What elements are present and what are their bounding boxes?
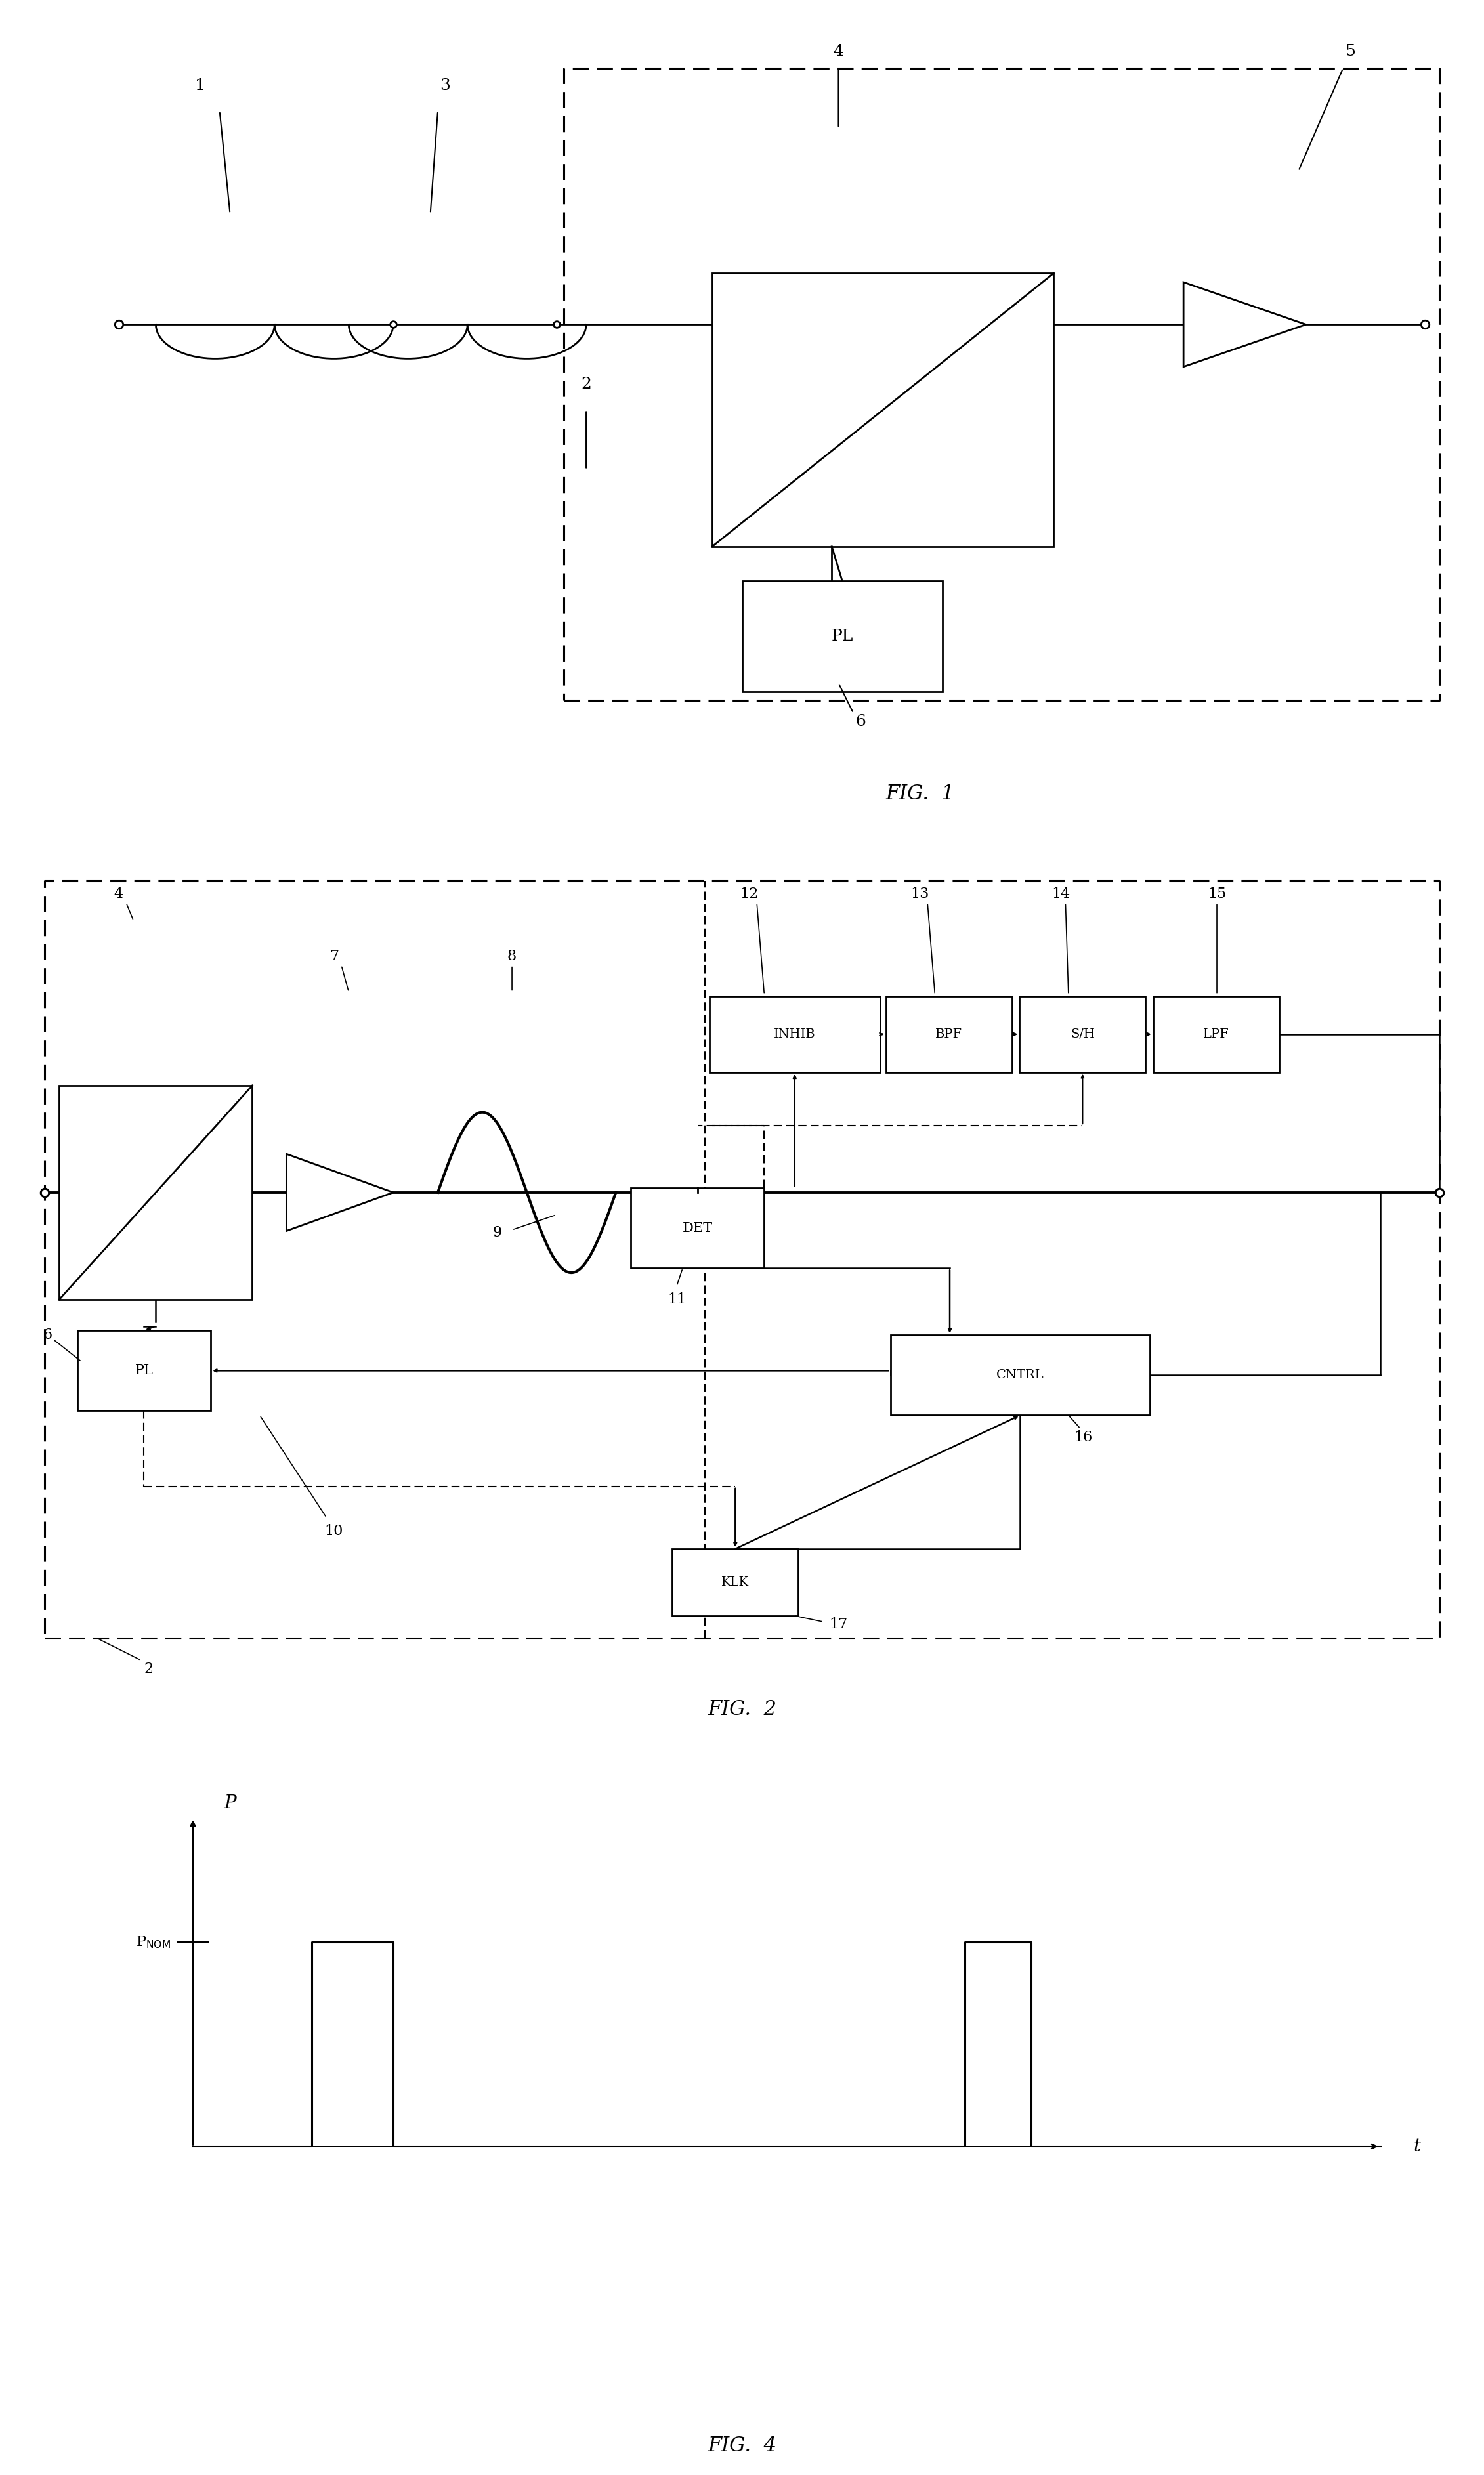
Text: 9: 9: [493, 1225, 502, 1240]
Text: DET: DET: [683, 1223, 712, 1235]
Text: LPF: LPF: [1204, 1030, 1229, 1040]
Polygon shape: [286, 1153, 393, 1230]
Bar: [631, 1188, 764, 1267]
Text: 8: 8: [508, 948, 516, 963]
Text: P: P: [224, 1794, 236, 1812]
Text: 6: 6: [855, 713, 867, 730]
Text: 3: 3: [439, 77, 451, 94]
Bar: [886, 997, 1012, 1072]
Text: FIG.  2: FIG. 2: [708, 1698, 776, 1720]
Text: 5: 5: [1345, 45, 1356, 59]
Text: 4: 4: [833, 45, 844, 59]
Bar: [742, 582, 942, 691]
Text: t: t: [1414, 2138, 1420, 2156]
Bar: [890, 1334, 1150, 1416]
Text: 13: 13: [911, 886, 929, 901]
Text: INHIB: INHIB: [773, 1030, 816, 1040]
Text: 14: 14: [1052, 886, 1070, 901]
Text: 10: 10: [325, 1525, 343, 1539]
Text: PL: PL: [831, 629, 853, 644]
Text: 12: 12: [741, 886, 758, 901]
Polygon shape: [1184, 282, 1306, 366]
Bar: [77, 1332, 211, 1411]
Text: 15: 15: [1208, 886, 1226, 901]
Bar: [1020, 997, 1146, 1072]
Text: 7: 7: [329, 948, 338, 963]
Text: 16: 16: [1074, 1431, 1092, 1445]
Text: 1: 1: [196, 77, 205, 94]
Text: FIG.  1: FIG. 1: [886, 785, 954, 804]
Text: 2: 2: [144, 1661, 153, 1676]
Text: 6: 6: [43, 1327, 52, 1341]
Bar: [672, 1549, 798, 1616]
Text: P$_{\rm NOM}$: P$_{\rm NOM}$: [137, 1935, 171, 1950]
Text: CNTRL: CNTRL: [996, 1369, 1045, 1381]
Text: BPF: BPF: [935, 1030, 963, 1040]
Text: 4: 4: [114, 886, 123, 901]
Bar: [59, 1087, 252, 1299]
Text: FIG.  4: FIG. 4: [708, 2435, 776, 2455]
Text: 17: 17: [830, 1616, 847, 1631]
Bar: [709, 997, 880, 1072]
Text: KLK: KLK: [721, 1577, 749, 1589]
Text: 11: 11: [668, 1292, 686, 1307]
Text: 2: 2: [580, 376, 592, 391]
Text: S/H: S/H: [1070, 1030, 1095, 1040]
Bar: [1153, 997, 1279, 1072]
Text: PL: PL: [135, 1364, 153, 1376]
Bar: [712, 272, 1054, 547]
